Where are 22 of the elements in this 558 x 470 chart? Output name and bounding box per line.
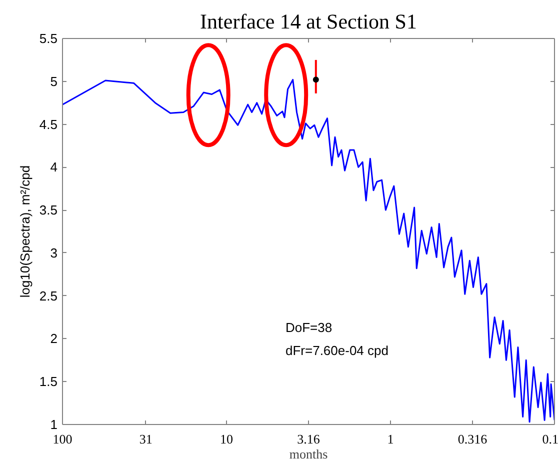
y-tick-label: 3.5	[39, 202, 58, 218]
y-tick-label: 4.5	[39, 116, 58, 132]
y-tick-label: 5	[50, 74, 58, 89]
y-axis-title: log10(Spectra), m²/cpd	[17, 165, 32, 298]
annotation: DoF=38	[286, 320, 332, 335]
y-tick-label: 4	[50, 160, 58, 175]
x-tick-label: 100	[52, 432, 72, 446]
x-tick-label: 1	[387, 432, 394, 446]
x-axis-title: months	[289, 446, 328, 462]
y-tick-label: 1	[50, 417, 58, 432]
chart-title: Interface 14 at Section S1	[200, 10, 417, 34]
y-tick-label: 1.5	[39, 374, 58, 390]
annotation: dFr=7.60e-04 cpd	[286, 343, 388, 358]
y-tick-label: 3	[50, 245, 58, 260]
x-tick-label: 0.1	[542, 432, 558, 446]
x-tick-label: 10	[220, 432, 233, 446]
y-tick-label: 5.5	[39, 31, 58, 46]
y-tick-label: 2	[50, 331, 58, 346]
x-tick-label: 0.316	[458, 432, 488, 446]
y-tick-label: 2.5	[39, 288, 58, 304]
x-tick-label: 3.16	[297, 432, 320, 446]
x-tick-label: 31	[139, 432, 152, 446]
